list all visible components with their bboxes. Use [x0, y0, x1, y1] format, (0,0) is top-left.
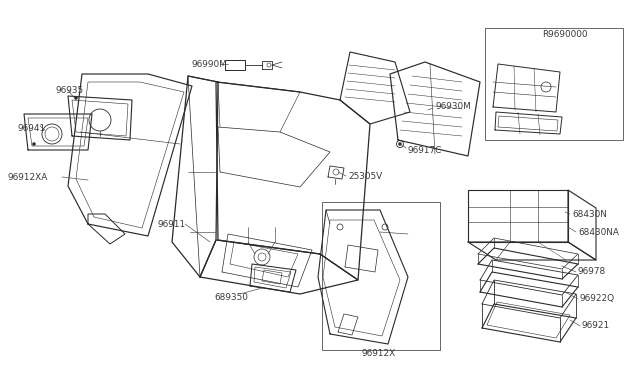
Text: 96917C: 96917C [408, 145, 442, 154]
Text: 96911: 96911 [158, 219, 186, 228]
Circle shape [33, 142, 35, 145]
Bar [485, 28, 623, 140]
Text: 96990M: 96990M [192, 60, 228, 68]
Text: R9690000: R9690000 [542, 29, 588, 38]
Text: 68430NA: 68430NA [578, 228, 619, 237]
Text: 96978: 96978 [578, 267, 606, 276]
Bar [322, 202, 440, 350]
Circle shape [399, 142, 401, 145]
Text: 96930M: 96930M [435, 102, 471, 110]
Text: 689350: 689350 [214, 292, 248, 301]
Text: 96912XA: 96912XA [8, 173, 49, 182]
Text: 96921: 96921 [582, 321, 610, 330]
Circle shape [74, 96, 77, 99]
Text: 96912X: 96912X [362, 350, 396, 359]
Text: 96941: 96941 [18, 124, 46, 132]
Text: 25305V: 25305V [348, 171, 382, 180]
Text: 96922Q: 96922Q [580, 295, 615, 304]
Text: 68430N: 68430N [572, 209, 607, 218]
Text: 96935: 96935 [55, 86, 83, 94]
